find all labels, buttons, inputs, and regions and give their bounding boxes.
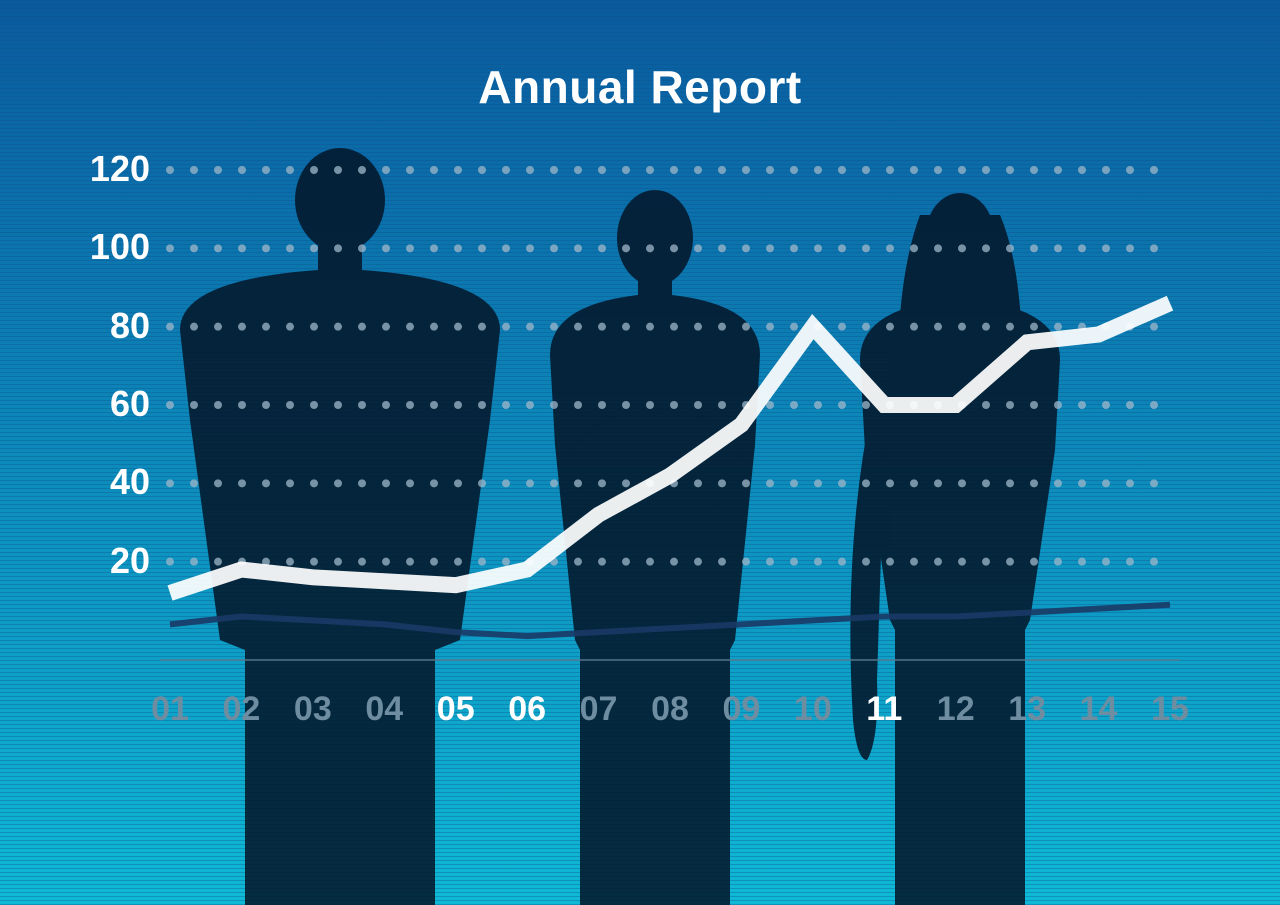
xtick-06: 06	[508, 690, 546, 729]
chart-title: Annual Report	[0, 60, 1280, 114]
series-secondary	[170, 605, 1170, 636]
xtick-05: 05	[437, 690, 475, 729]
ytick-120: 120	[60, 148, 150, 190]
xtick-15: 15	[1151, 690, 1189, 729]
xtick-14: 14	[1080, 690, 1118, 729]
xtick-10: 10	[794, 690, 832, 729]
xtick-11: 11	[866, 690, 902, 729]
xtick-09: 09	[723, 690, 761, 729]
ytick-60: 60	[60, 383, 150, 425]
xtick-03: 03	[294, 690, 332, 729]
series-primary	[170, 303, 1170, 593]
series-group	[170, 303, 1170, 636]
ytick-20: 20	[60, 540, 150, 582]
xtick-07: 07	[580, 690, 618, 729]
chart-svg	[0, 0, 1280, 905]
ytick-100: 100	[60, 226, 150, 268]
xtick-12: 12	[937, 690, 975, 729]
xtick-04: 04	[365, 690, 403, 729]
xtick-13: 13	[1008, 690, 1046, 729]
xtick-02: 02	[223, 690, 261, 729]
ytick-40: 40	[60, 461, 150, 503]
chart-stage: Annual Report 20 40 60 80 100 120 01 02 03 04 05 0…	[0, 0, 1280, 905]
xtick-01: 01	[151, 690, 189, 729]
xtick-08: 08	[651, 690, 689, 729]
ytick-80: 80	[60, 305, 150, 347]
